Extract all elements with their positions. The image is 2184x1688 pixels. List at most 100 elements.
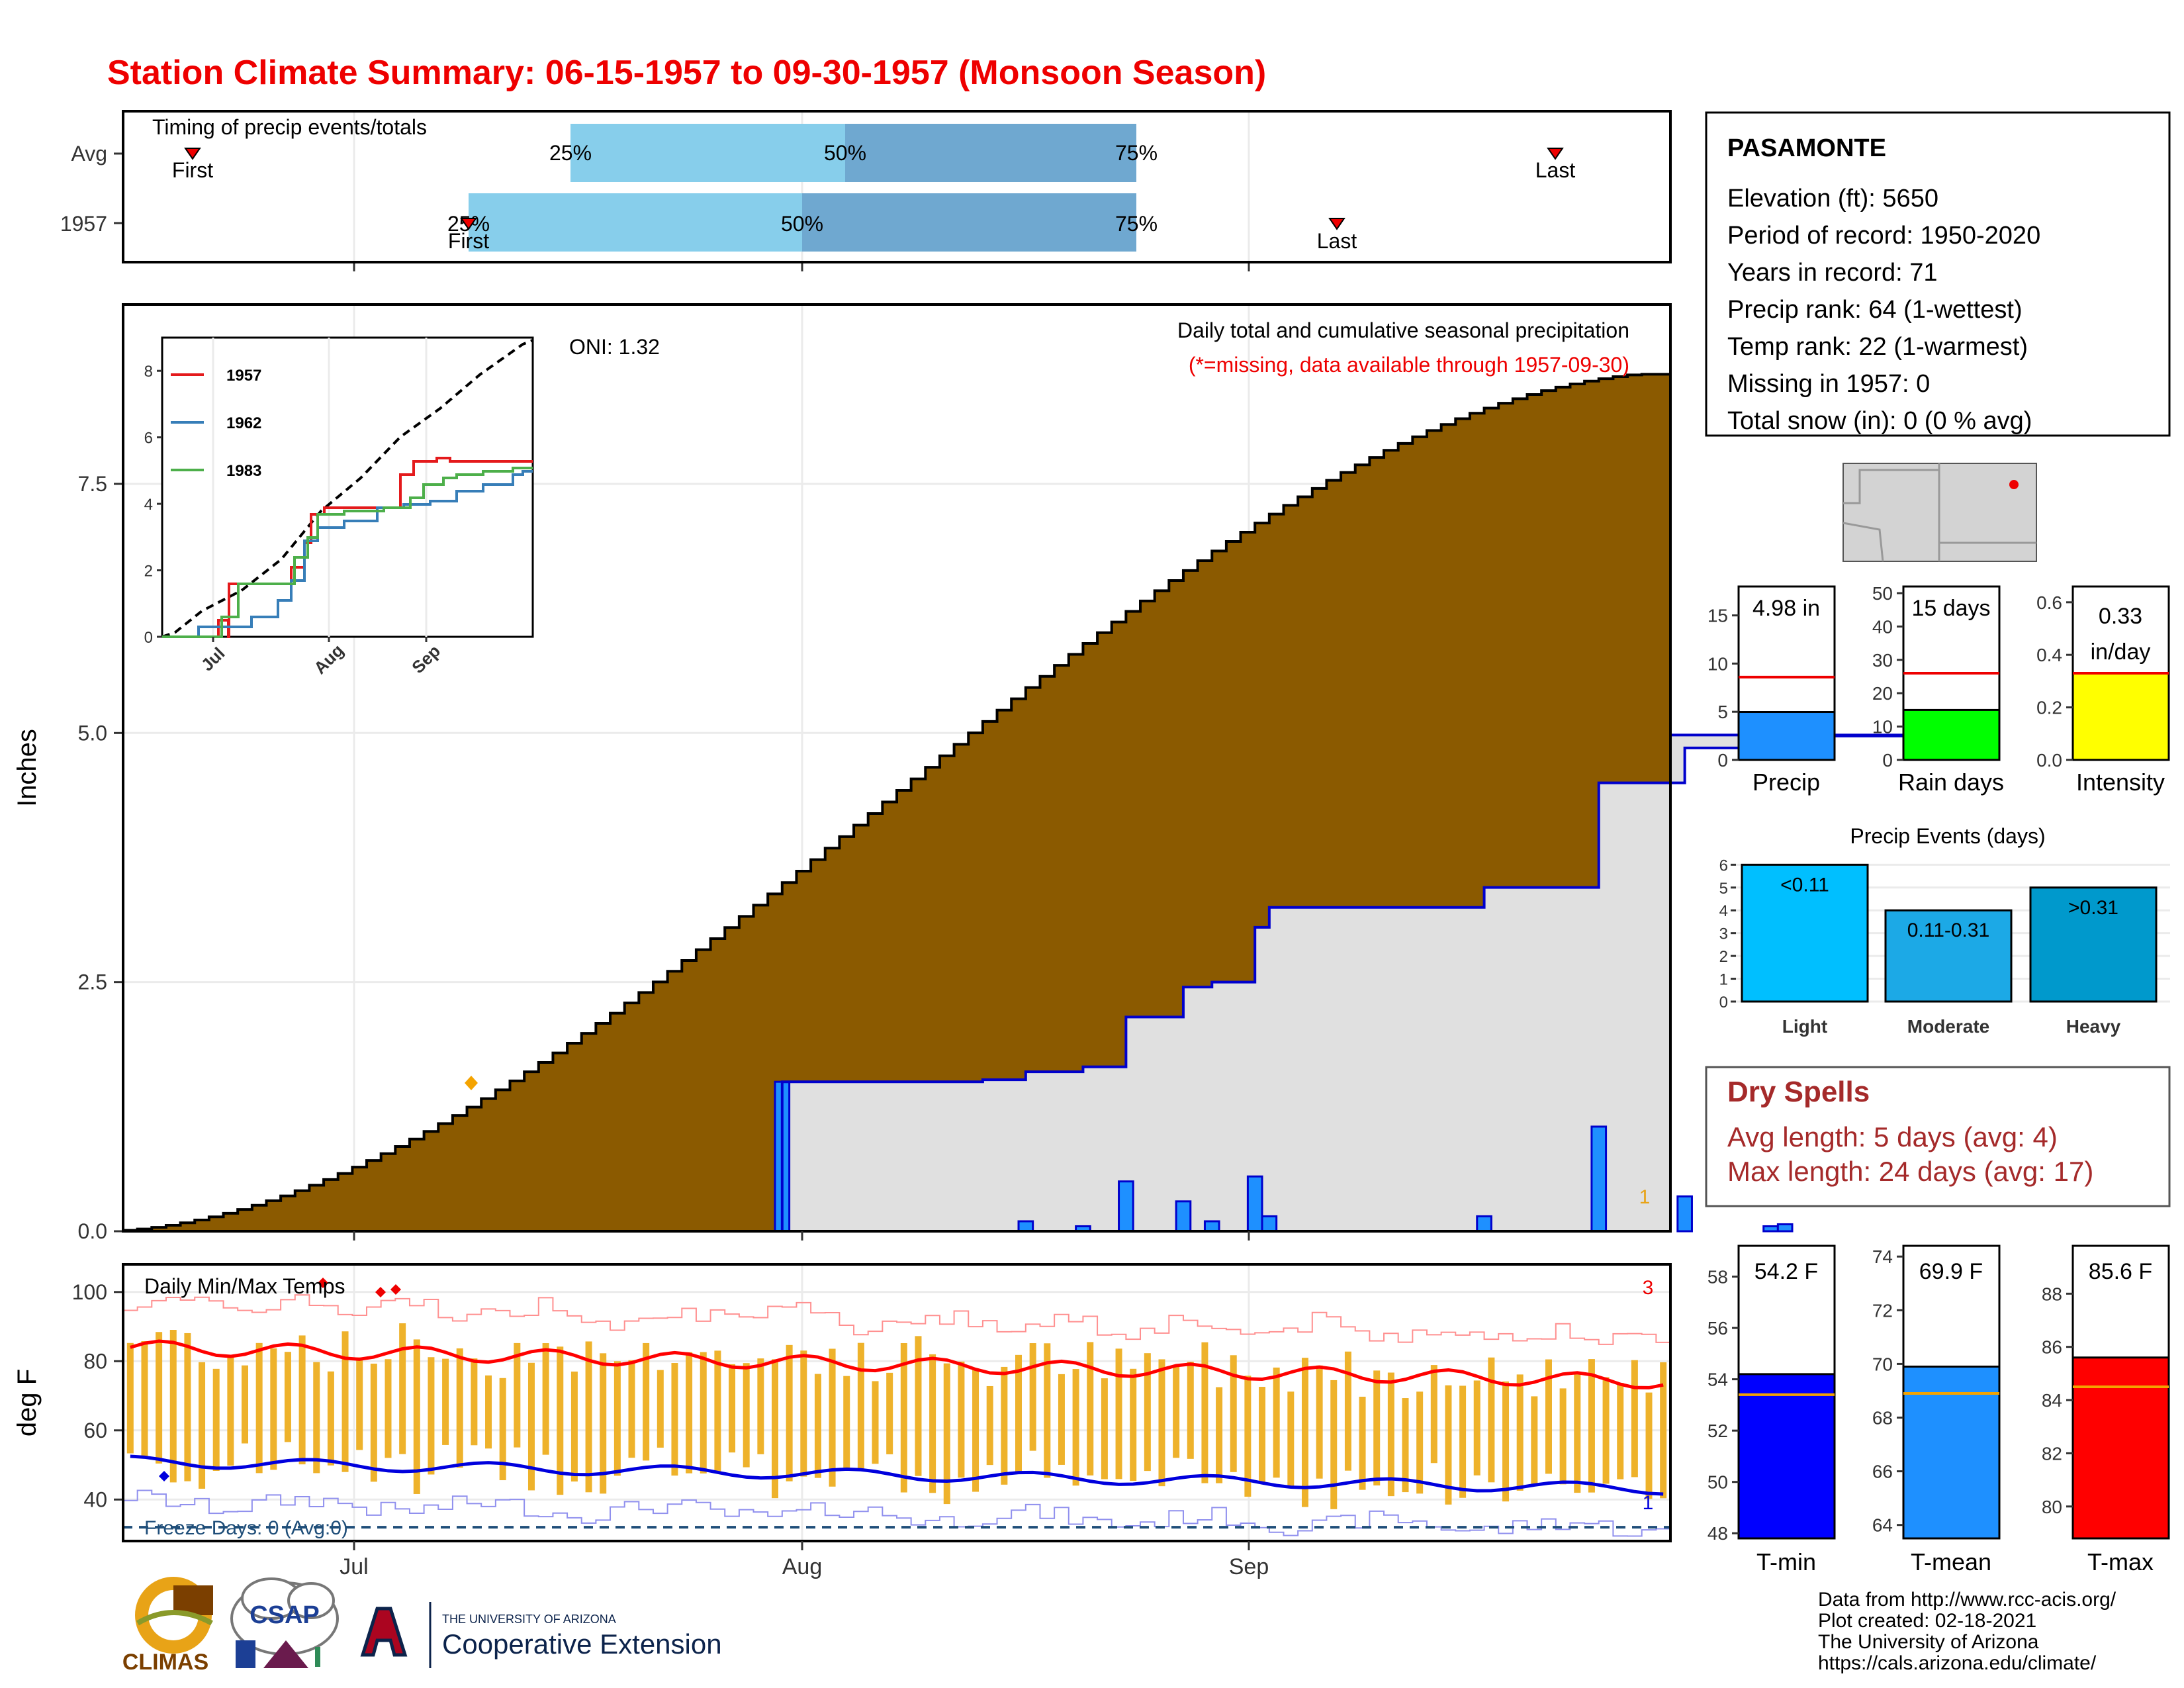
daily-precip-bar [1776,1223,1794,1233]
daily-temp-bar [628,1360,635,1458]
event-bar [2029,886,2158,1003]
csap-logo: CSAP [230,1577,339,1668]
tmax-gauge-bar [2071,1356,2170,1540]
daily-temp-bar [900,1343,907,1493]
daily-temp-bar [1058,1374,1065,1465]
record-high-marker [375,1287,386,1297]
station-precip-rank: Precip rank: 64 (1-wettest) [1727,296,2023,324]
daily-temp-bar [1316,1365,1323,1479]
y-tick-label: 100 [72,1280,107,1304]
gauge-tick-label: 80 [2042,1497,2062,1517]
precip-note: Daily total and cumulative seasonal prec… [1177,318,1629,342]
gauge-tick-label: 74 [1872,1246,1893,1267]
event-bar [1741,863,1869,1003]
event-y-tick-label: 4 [1719,902,1728,920]
record-low-marker [159,1471,169,1481]
hot-count: 3 [1643,1277,1654,1299]
record-max-line [123,1294,1670,1345]
gauge-tick-label: 20 [1872,683,1893,704]
gauge-tick-label: 48 [1707,1523,1728,1544]
record-high-marker [390,1284,401,1295]
daily-temp-bar [1416,1391,1424,1494]
footer-line: https://cals.arizona.edu/climate/ [1818,1652,2097,1674]
daily-temp-bar [1359,1396,1366,1490]
y-tick-label: 2.5 [78,970,107,994]
freeze-days-label: Freeze Days: 0 (Avg:0) [144,1517,348,1539]
timing-avg-last: Last [1535,158,1576,182]
event-y-tick-label: 6 [1719,857,1728,874]
daily-temp-bar [1330,1380,1338,1509]
daily-temp-bar [270,1348,277,1470]
daily-temp-bar [184,1333,191,1481]
daily-temp-bar [1545,1359,1552,1474]
tmax-gauge-title: T-max [2087,1548,2154,1575]
inset-y-tick-label: 6 [144,430,153,447]
daily-temp-bar [284,1352,291,1442]
daily-temp-bar [1015,1354,1023,1474]
timing-1957-first: First [448,229,489,253]
daily-precip-bar [1590,1125,1608,1233]
daily-temp-bar [313,1362,320,1474]
daily-temp-bar [514,1342,521,1448]
daily-temp-bar [570,1371,578,1482]
daily-temp-bar [356,1357,363,1450]
daily-temp-bar [242,1365,249,1444]
daily-temp-bar [1373,1370,1381,1486]
daily-temp-bar [1287,1391,1295,1488]
daily-temp-bar [829,1348,836,1487]
daily-temp-bar [298,1335,306,1465]
station-info: PASAMONTE Elevation (ft): 5650 Period of… [1705,111,2171,437]
tmean-gauge: 64 66 68 70 72 74 69.9 F T-mean [1872,1244,2001,1575]
gauge-tick-label: 0.0 [2036,750,2062,771]
daily-temp-bar [771,1359,778,1499]
gauge-tick-label: 50 [1872,583,1893,604]
timing-avg-first: First [172,158,213,182]
daily-temp-bar [686,1352,693,1474]
tmean-gauge-bar [1902,1365,2001,1540]
daily-precip-bar [1017,1220,1034,1233]
footer-credits: Data from http://www.rcc-acis.org/ Plot … [1818,1589,2116,1674]
gauge-tick-label: 0.6 [2036,592,2062,613]
timing-1957-p50: 50% [781,212,823,236]
rain-days-gauge-bar [1902,708,2001,761]
gauge-tick-label: 0 [1882,750,1893,771]
station-period: Period of record: 1950-2020 [1727,222,2040,250]
rain-days-gauge-title: Rain days [1898,769,2004,796]
daily-temp-bar [1259,1387,1266,1482]
inset-y-tick-label: 4 [144,496,153,514]
precip-panel: Daily total and cumulative seasonal prec… [13,303,1958,1243]
gauge-tick-label: 5 [1717,702,1728,722]
daily-temp-bar [929,1354,936,1493]
tmin-gauge-bar [1737,1373,1836,1540]
daily-temp-bar [1101,1378,1108,1479]
daily-temp-bar [1044,1343,1051,1478]
timing-avg-p25: 25% [549,141,592,165]
location-map [1843,463,2037,562]
station-temp-rank: Temp rank: 22 (1-warmest) [1727,333,2028,361]
event-y-tick-label: 0 [1719,994,1728,1011]
csap-logo-text: CSAP [250,1601,320,1629]
event-y-tick-label: 2 [1719,948,1728,966]
daily-temp-bar [1273,1367,1280,1478]
daily-precip-bar [1175,1200,1192,1233]
inset-line-1957 [162,457,533,638]
daily-temp-bar [1187,1362,1194,1459]
timing-1957-bar-dark [802,193,1136,252]
intensity-gauge: 0.0 0.2 0.4 0.6 0.33 in/day Intensity [2036,585,2170,796]
daily-temp-bar [729,1364,736,1453]
daily-temp-bar [1387,1372,1394,1497]
temp-y-label: deg F [13,1369,42,1436]
gauge-tick-label: 58 [1707,1267,1728,1288]
event-y-tick-label: 5 [1719,880,1728,898]
event-category-label: Moderate [1907,1016,1989,1037]
climas-logo-text: CLIMAS [122,1650,208,1675]
x-tick-aug: Aug [782,1554,823,1579]
record-min-line [123,1489,1670,1537]
daily-temp-bar [557,1346,564,1495]
y-tick-label: 0.0 [78,1219,107,1243]
gauge-tick-label: 10 [1707,653,1728,674]
daily-temp-bar [1201,1342,1208,1483]
precip-gauge-value: 4.98 in [1752,596,1820,621]
daily-temp-bar [1459,1385,1467,1498]
tmax-gauge: 80 82 84 86 88 85.6 F T-max [2042,1244,2170,1575]
